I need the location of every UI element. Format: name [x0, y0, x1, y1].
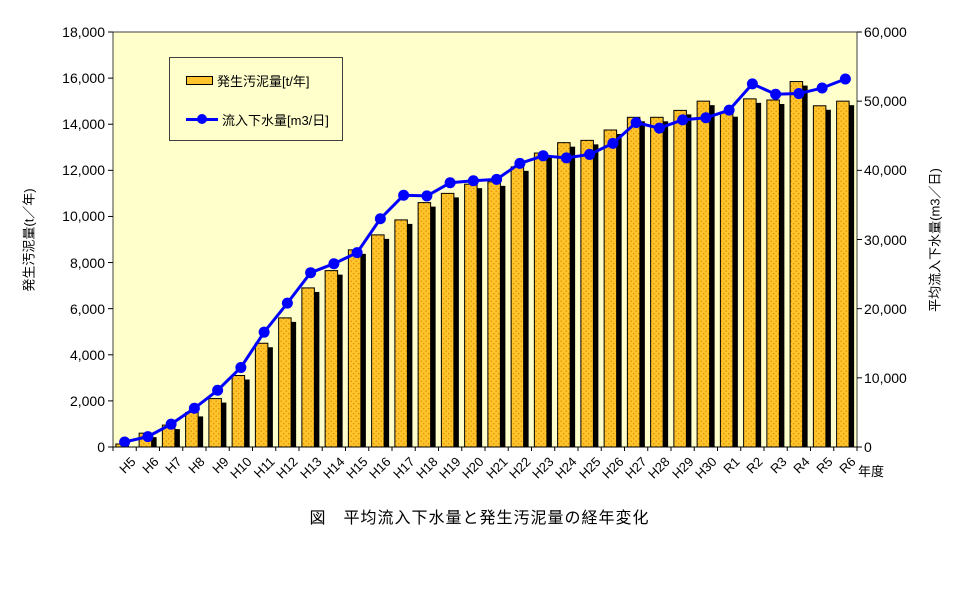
bar-R5 — [812, 105, 827, 448]
bar-H30 — [696, 100, 711, 448]
bar-H18 — [417, 202, 432, 448]
bar-H16 — [371, 234, 385, 448]
y-left-tick-label: 6,000 — [69, 300, 105, 317]
x-axis-title: 年度 — [858, 464, 885, 479]
bar-R3 — [766, 99, 780, 448]
bar-R6 — [836, 100, 850, 448]
line-marker-H19 — [444, 177, 456, 189]
bar-H8 — [185, 411, 199, 448]
line-marker-H14 — [328, 258, 340, 270]
line-marker-H18 — [421, 190, 433, 202]
line-marker-H10 — [235, 361, 247, 373]
line-marker-H6 — [142, 431, 154, 443]
bar-R1 — [719, 112, 734, 448]
line-marker-R6 — [839, 73, 851, 85]
line-marker-H11 — [258, 326, 270, 338]
y-left-tick-label: 14,000 — [62, 116, 105, 133]
bar-H24 — [557, 142, 571, 448]
bar-H28 — [650, 116, 664, 448]
line-marker-H5 — [119, 436, 131, 448]
y-right-tick-label: 60,000 — [864, 24, 907, 40]
y-left-tick-label: 12,000 — [62, 162, 105, 179]
bar-H26 — [603, 129, 618, 448]
bar-H12 — [278, 317, 292, 448]
line-marker-H12 — [281, 297, 293, 309]
y-right-tick-label: 40,000 — [864, 162, 907, 179]
line-marker-R5 — [816, 82, 828, 94]
y-right-tick-label: 30,000 — [864, 231, 907, 248]
y-left-tick-label: 4,000 — [69, 346, 105, 363]
line-marker-H8 — [188, 402, 200, 414]
bar-H9 — [208, 398, 222, 448]
line-marker-H22 — [514, 157, 526, 169]
bar-H25 — [580, 139, 594, 448]
bar-H27 — [626, 116, 641, 448]
y-right-tick-label: 10,000 — [864, 369, 907, 386]
line-marker-H21 — [491, 173, 503, 185]
y-left-tick-label: 18,000 — [62, 24, 105, 40]
line-marker-H15 — [351, 247, 363, 259]
bar-H23 — [533, 152, 548, 448]
line-marker-H16 — [374, 213, 386, 225]
bar-H21 — [487, 181, 501, 448]
y-left-tick-label: 8,000 — [69, 254, 105, 271]
line-marker-R2 — [746, 78, 758, 90]
line-marker-H9 — [212, 384, 224, 396]
bar-H19 — [440, 192, 455, 448]
line-marker-H25 — [584, 148, 596, 160]
bar-H29 — [673, 109, 687, 448]
bar-H11 — [254, 342, 269, 448]
line-marker-H30 — [700, 112, 712, 124]
y-left-tick-label: 10,000 — [62, 208, 105, 225]
legend-line-label: 流入下水量[m3/日] — [222, 112, 329, 128]
bar-H10 — [231, 375, 246, 448]
y-right-tick-label: 20,000 — [864, 300, 907, 317]
legend: 発生汚泥量[t/年] 流入下水量[m3/日] — [169, 57, 343, 141]
line-marker-H20 — [467, 175, 479, 187]
legend-bar-label: 発生汚泥量[t/年] — [217, 73, 310, 89]
bar-H15 — [347, 249, 362, 448]
y-right-tick-label: 0 — [864, 439, 872, 455]
line-marker-R1 — [723, 104, 735, 116]
line-marker-H23 — [537, 150, 549, 162]
bar-H14 — [324, 270, 339, 448]
line-marker-H17 — [398, 189, 410, 201]
y-left-tick-label: 16,000 — [62, 70, 105, 87]
legend-entry-bar: 発生汚泥量[t/年] — [186, 72, 310, 89]
y-axis-right-title: 平均流入下水量(m3／日) — [927, 168, 943, 312]
line-marker-H26 — [607, 137, 619, 149]
legend-entry-line: 流入下水量[m3/日] — [186, 111, 329, 128]
bar-H13 — [301, 287, 315, 448]
figure-caption: 図 平均流入下水量と発生汚泥量の経年変化 — [309, 510, 650, 527]
legend-bar-swatch-icon — [186, 75, 213, 85]
line-marker-R4 — [793, 88, 805, 100]
line-marker-H27 — [630, 117, 642, 129]
line-marker-H28 — [653, 122, 665, 134]
line-marker-R3 — [770, 88, 782, 100]
line-marker-H29 — [677, 114, 689, 126]
bar-H17 — [394, 219, 408, 448]
y-right-tick-label: 50,000 — [864, 93, 907, 110]
bar-R4 — [789, 81, 804, 448]
bar-H22 — [510, 166, 525, 448]
line-marker-H24 — [560, 152, 572, 164]
bar-H20 — [464, 183, 478, 448]
line-marker-H13 — [305, 267, 317, 279]
y-left-tick-label: 0 — [97, 439, 105, 455]
legend-line-swatch-icon — [186, 113, 218, 125]
y-axis-left-title: 発生汚泥量(t／年) — [21, 188, 37, 292]
line-marker-H7 — [165, 418, 177, 430]
y-left-tick-label: 2,000 — [69, 392, 105, 409]
bar-R2 — [743, 98, 757, 448]
